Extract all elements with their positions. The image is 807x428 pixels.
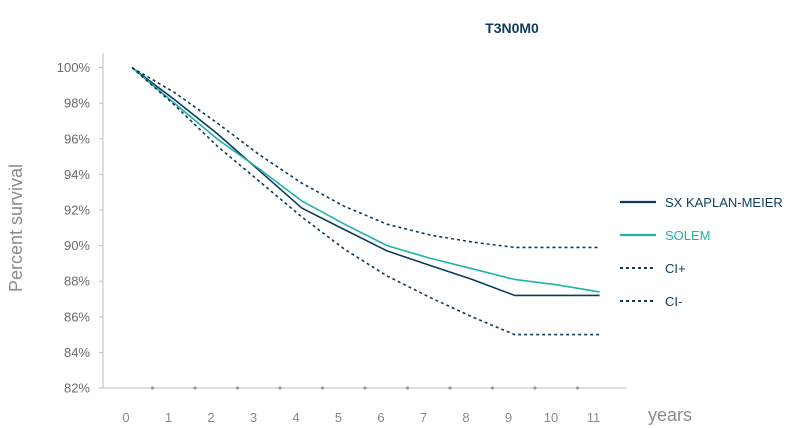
y-tick-label: 96% bbox=[64, 131, 90, 146]
x-tick-label: 4 bbox=[292, 410, 299, 425]
legend-label: CI+ bbox=[665, 261, 686, 276]
x-tick-label: 0 bbox=[122, 410, 129, 425]
series-line-3 bbox=[131, 66, 600, 336]
legend-label: SX KAPLAN-MEIER bbox=[665, 195, 783, 210]
y-tick-label: 100% bbox=[57, 60, 91, 75]
x-tick-mark bbox=[575, 386, 580, 390]
x-tick-label: 8 bbox=[462, 410, 469, 425]
series-lines bbox=[131, 66, 600, 336]
x-tick-mark bbox=[363, 386, 367, 390]
x-tick-label: 9 bbox=[505, 410, 512, 425]
y-tick-label: 82% bbox=[64, 381, 90, 396]
x-tick-mark bbox=[533, 386, 537, 390]
chart-title: T3N0M0 bbox=[485, 20, 539, 36]
x-tick-mark bbox=[405, 386, 410, 390]
y-tick-label: 92% bbox=[64, 203, 90, 218]
series-line-1 bbox=[131, 66, 600, 293]
x-tick-label: 11 bbox=[587, 410, 601, 425]
x-tick-label: 1 bbox=[165, 410, 172, 425]
legend-label: CI- bbox=[665, 294, 682, 309]
y-axis-label: Percent survival bbox=[6, 164, 26, 292]
x-axis-label: years bbox=[648, 405, 692, 425]
x-tick-mark bbox=[490, 386, 495, 390]
x-tick-label: 3 bbox=[250, 410, 257, 425]
x-tick-mark bbox=[448, 386, 452, 390]
x-tick-mark bbox=[235, 386, 240, 390]
x-tick-mark bbox=[193, 386, 197, 390]
x-tick-mark bbox=[278, 386, 282, 390]
y-tick-label: 90% bbox=[64, 238, 90, 253]
x-tick-mark bbox=[320, 386, 325, 390]
legend-label: SOLEM bbox=[665, 228, 711, 243]
series-line-0 bbox=[131, 66, 600, 297]
x-tick-label: 10 bbox=[544, 410, 558, 425]
x-tick-mark bbox=[150, 386, 155, 390]
y-tick-label: 94% bbox=[64, 167, 90, 182]
y-ticks: 82% 84% 86% 88% 90% 92% 94% 96% 98% 100% bbox=[57, 60, 103, 396]
series-line-2 bbox=[131, 66, 600, 249]
y-tick-label: 86% bbox=[64, 309, 90, 324]
x-tick-label: 5 bbox=[335, 410, 342, 425]
legend: SX KAPLAN-MEIER SOLEM CI+ CI- bbox=[620, 195, 783, 309]
y-tick-label: 98% bbox=[64, 96, 90, 111]
x-ticks: 0 1 2 3 4 5 6 7 8 9 10 11 bbox=[122, 386, 600, 425]
x-tick-label: 6 bbox=[377, 410, 384, 425]
y-tick-label: 88% bbox=[64, 274, 90, 289]
y-tick-label: 84% bbox=[64, 345, 90, 360]
x-tick-label: 2 bbox=[207, 410, 214, 425]
x-tick-label: 7 bbox=[420, 410, 427, 425]
